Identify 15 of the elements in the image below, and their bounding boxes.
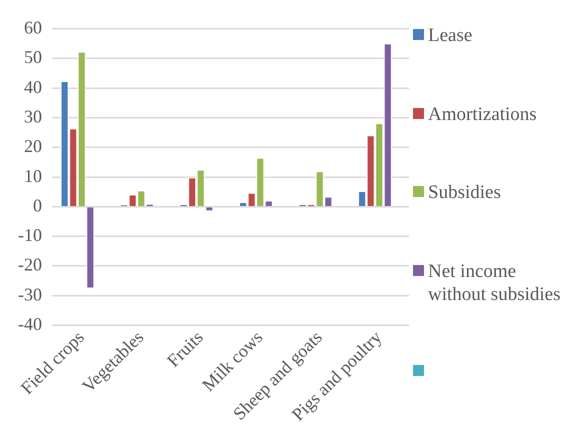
- y-tick-label: 10: [24, 166, 42, 186]
- y-tick-label: 50: [24, 47, 42, 68]
- y-tick-label: -10: [18, 225, 42, 246]
- legend-label: Lease: [428, 24, 472, 47]
- legend-label: Net income without subsidies: [428, 260, 562, 306]
- y-tick-label: -20: [18, 254, 42, 275]
- y-tick-label: -30: [18, 284, 42, 304]
- y-tick-label: 0: [32, 195, 42, 216]
- y-tick-label: 30: [24, 106, 42, 126]
- y-tick-label: 40: [24, 76, 42, 97]
- legend-label: Amortizations: [428, 102, 537, 126]
- y-tick-label: 20: [24, 136, 42, 156]
- y-tick-label: 60: [24, 18, 42, 38]
- legend-label: Subsidies: [428, 181, 501, 204]
- y-tick-label: -40: [18, 314, 42, 334]
